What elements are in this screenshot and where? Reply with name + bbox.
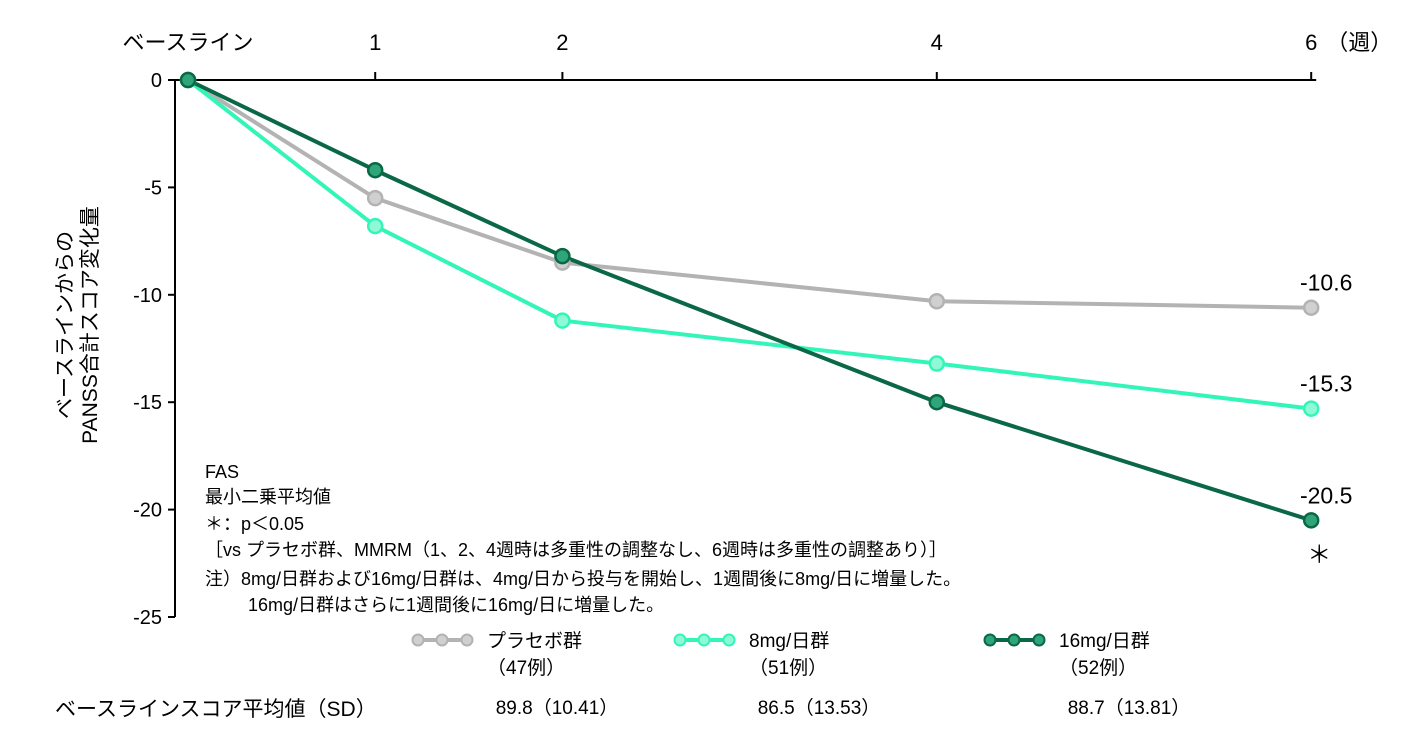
legend-count: （51例）: [749, 657, 827, 679]
axes: 0 -5 -10 -15 -20 -25 ベースライン 1 2 4 6 （週） ベースラインからのPAN…: [54, 30, 1392, 629]
data-point: [366, 189, 384, 207]
baseline-score-value: 89.8（10.41）: [496, 697, 619, 719]
x-tick-label: 6: [1305, 30, 1317, 55]
legend-marker: [983, 633, 997, 647]
data-point: [928, 355, 946, 372]
legend-marker: [460, 633, 474, 647]
data-point: [179, 71, 197, 89]
baseline-score-row-label: ベースラインスコア平均値（SD）: [55, 698, 377, 721]
labels-group: -10.6 -15.3 -20.5 ＊ FAS 最小二乗平均値 ＊：p＜0.05 ［vs プラ…: [55, 270, 1352, 721]
legend-marker: [697, 633, 711, 647]
data-point: [1302, 400, 1320, 417]
legend-count: （47例）: [487, 657, 565, 679]
data-point: [1302, 512, 1320, 529]
annotation-text: 16mg/日群はさらに1週間後に16mg/日に増量した。: [248, 595, 664, 615]
data-point: [366, 161, 384, 179]
y-tick-label: -5: [144, 177, 162, 199]
x-tick-label: 4: [931, 30, 943, 55]
annotation-text: ［vs プラセボ群、MMRM（1、2、4週時は多重性の調整なし、6週時は多重性の…: [205, 540, 947, 560]
legend-label: プラセボ群: [487, 630, 582, 652]
y-axis-label: ベースラインからのPANSS合計スコア変化量: [54, 206, 102, 444]
data-point: [1302, 299, 1320, 316]
end-value-label: -20.5: [1300, 482, 1352, 508]
annotation-text: FAS: [205, 462, 239, 482]
series-line-0: [186, 78, 1312, 310]
data-point: [928, 393, 946, 411]
annotation-text: ＊：p＜0.05: [205, 514, 304, 534]
x-tick-label: 2: [556, 30, 568, 55]
legend-marker: [1007, 633, 1021, 647]
significance-marker: ＊: [1307, 541, 1331, 568]
data-point: [554, 312, 571, 329]
series-line-1: [186, 78, 1312, 411]
y-tick-label: -20: [133, 500, 162, 522]
data-point: [554, 247, 571, 265]
series-line-2: [187, 78, 1312, 523]
legend-marker: [1032, 633, 1046, 647]
end-value-label: -15.3: [1300, 371, 1352, 397]
annotation-text: 最小二乗平均値: [205, 487, 331, 507]
y-tick-label: 0: [151, 70, 162, 92]
legend-marker: [435, 633, 449, 647]
data-point: [928, 292, 946, 310]
end-value-label: -10.6: [1300, 270, 1352, 296]
x-tick-label: ベースライン: [123, 30, 254, 55]
y-tick-label: -25: [133, 607, 162, 629]
baseline-score-value: 88.7（13.81）: [1068, 697, 1191, 719]
legend-label: 8mg/日群: [749, 630, 829, 652]
y-axis-label-line2: PANSS合計スコア変化量: [79, 206, 102, 444]
series-group: [179, 71, 1320, 529]
annotation-text: 注）8mg/日群および16mg/日群は、4mg/日から投与を開始し、1週間後に8…: [205, 569, 961, 589]
y-tick-label: -15: [133, 392, 162, 414]
y-axis-label-line1: ベースラインからの: [54, 231, 77, 419]
legend-marker: [411, 633, 425, 647]
legend-marker: [673, 633, 687, 647]
x-tick-label: 1: [369, 30, 381, 55]
data-point: [366, 217, 384, 235]
y-tick-label: -10: [133, 285, 162, 307]
legend-count: （52例）: [1059, 657, 1137, 679]
baseline-score-value: 86.5（13.53）: [758, 697, 881, 719]
x-unit-label: （週）: [1326, 30, 1392, 55]
legend-label: 16mg/日群: [1059, 630, 1150, 652]
legend-marker: [722, 633, 736, 647]
